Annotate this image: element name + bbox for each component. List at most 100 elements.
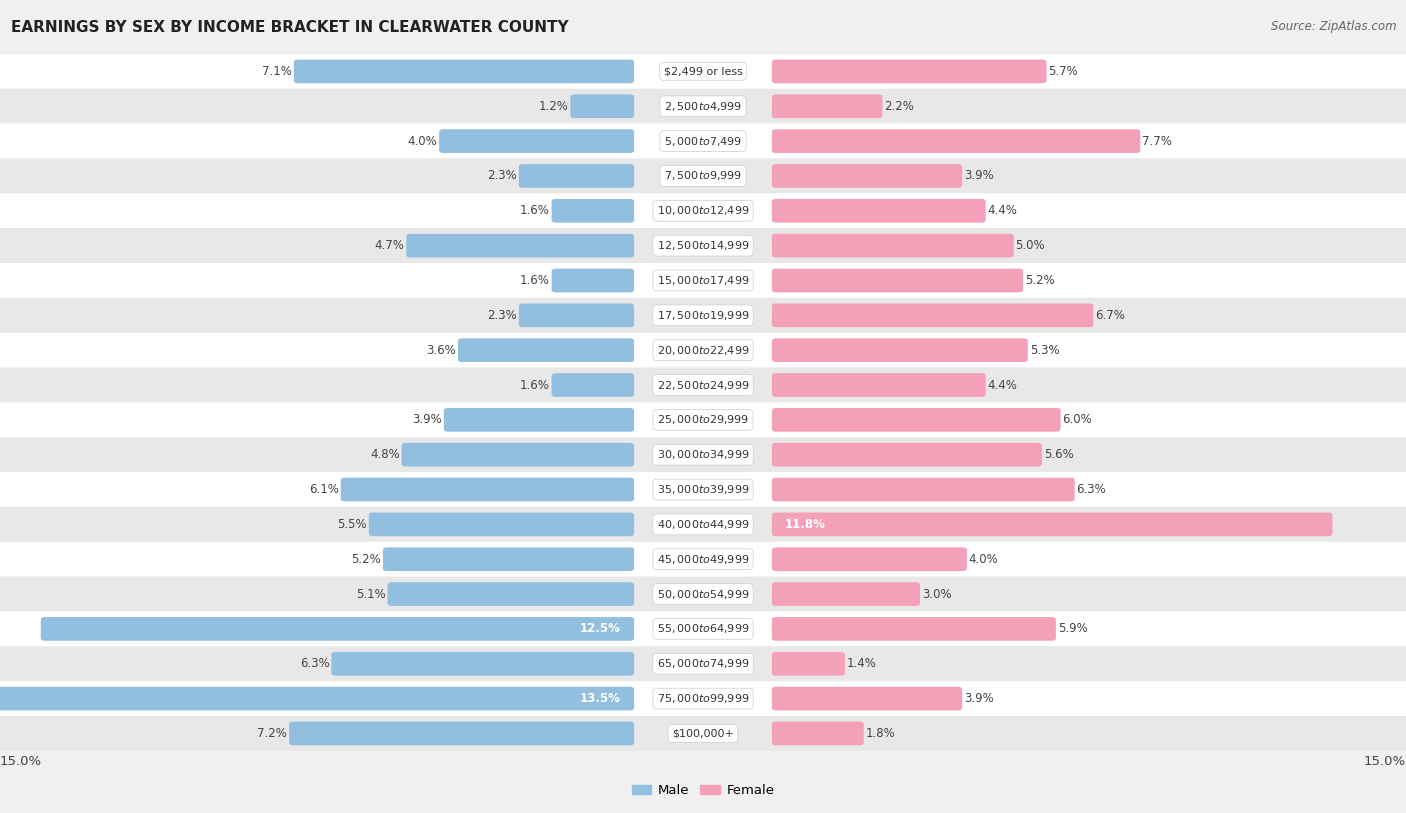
Text: $65,000 to $74,999: $65,000 to $74,999 bbox=[657, 657, 749, 670]
Text: 1.6%: 1.6% bbox=[520, 204, 550, 217]
Legend: Male, Female: Male, Female bbox=[626, 779, 780, 802]
Text: $100,000+: $100,000+ bbox=[672, 728, 734, 738]
FancyBboxPatch shape bbox=[41, 617, 634, 641]
Text: $5,000 to $7,499: $5,000 to $7,499 bbox=[664, 135, 742, 148]
Text: $25,000 to $29,999: $25,000 to $29,999 bbox=[657, 413, 749, 426]
Text: 5.0%: 5.0% bbox=[1015, 239, 1045, 252]
FancyBboxPatch shape bbox=[551, 268, 634, 293]
Text: 1.2%: 1.2% bbox=[538, 100, 568, 113]
FancyBboxPatch shape bbox=[332, 652, 634, 676]
FancyBboxPatch shape bbox=[368, 512, 634, 537]
Text: 3.9%: 3.9% bbox=[412, 413, 441, 426]
Text: 6.3%: 6.3% bbox=[299, 657, 329, 670]
FancyBboxPatch shape bbox=[551, 199, 634, 223]
Text: 4.0%: 4.0% bbox=[408, 135, 437, 148]
FancyBboxPatch shape bbox=[0, 54, 1406, 89]
FancyBboxPatch shape bbox=[458, 338, 634, 362]
Text: Source: ZipAtlas.com: Source: ZipAtlas.com bbox=[1271, 20, 1396, 33]
Text: 6.7%: 6.7% bbox=[1095, 309, 1125, 322]
FancyBboxPatch shape bbox=[0, 124, 1406, 159]
FancyBboxPatch shape bbox=[0, 646, 1406, 681]
Text: 4.8%: 4.8% bbox=[370, 448, 399, 461]
FancyBboxPatch shape bbox=[772, 617, 1056, 641]
FancyBboxPatch shape bbox=[772, 234, 1014, 258]
FancyBboxPatch shape bbox=[0, 402, 1406, 437]
FancyBboxPatch shape bbox=[0, 716, 1406, 751]
Text: $20,000 to $22,499: $20,000 to $22,499 bbox=[657, 344, 749, 357]
Text: $10,000 to $12,499: $10,000 to $12,499 bbox=[657, 204, 749, 217]
Text: 3.6%: 3.6% bbox=[426, 344, 456, 357]
Text: 4.7%: 4.7% bbox=[374, 239, 405, 252]
FancyBboxPatch shape bbox=[444, 408, 634, 432]
Text: 15.0%: 15.0% bbox=[1364, 755, 1406, 768]
Text: $2,500 to $4,999: $2,500 to $4,999 bbox=[664, 100, 742, 113]
Text: 11.8%: 11.8% bbox=[785, 518, 825, 531]
FancyBboxPatch shape bbox=[772, 164, 962, 188]
FancyBboxPatch shape bbox=[388, 582, 634, 606]
FancyBboxPatch shape bbox=[772, 338, 1028, 362]
Text: $30,000 to $34,999: $30,000 to $34,999 bbox=[657, 448, 749, 461]
FancyBboxPatch shape bbox=[772, 722, 863, 746]
FancyBboxPatch shape bbox=[551, 373, 634, 397]
FancyBboxPatch shape bbox=[519, 303, 634, 327]
FancyBboxPatch shape bbox=[406, 234, 634, 258]
Text: $15,000 to $17,499: $15,000 to $17,499 bbox=[657, 274, 749, 287]
FancyBboxPatch shape bbox=[772, 59, 1046, 83]
Text: 5.1%: 5.1% bbox=[356, 588, 385, 601]
FancyBboxPatch shape bbox=[571, 94, 634, 118]
FancyBboxPatch shape bbox=[0, 193, 1406, 228]
Text: 1.4%: 1.4% bbox=[846, 657, 877, 670]
Text: 4.4%: 4.4% bbox=[987, 204, 1018, 217]
FancyBboxPatch shape bbox=[772, 687, 962, 711]
Text: 6.1%: 6.1% bbox=[309, 483, 339, 496]
FancyBboxPatch shape bbox=[772, 303, 1094, 327]
FancyBboxPatch shape bbox=[382, 547, 634, 571]
Text: 12.5%: 12.5% bbox=[581, 623, 621, 636]
Text: 2.3%: 2.3% bbox=[488, 309, 517, 322]
Text: 5.2%: 5.2% bbox=[1025, 274, 1054, 287]
FancyBboxPatch shape bbox=[772, 268, 1024, 293]
Text: $7,500 to $9,999: $7,500 to $9,999 bbox=[664, 169, 742, 182]
Text: 7.2%: 7.2% bbox=[257, 727, 287, 740]
FancyBboxPatch shape bbox=[0, 333, 1406, 367]
FancyBboxPatch shape bbox=[0, 687, 634, 711]
Text: 3.0%: 3.0% bbox=[922, 588, 952, 601]
Text: $12,500 to $14,999: $12,500 to $14,999 bbox=[657, 239, 749, 252]
FancyBboxPatch shape bbox=[402, 443, 634, 467]
FancyBboxPatch shape bbox=[340, 478, 634, 502]
FancyBboxPatch shape bbox=[0, 263, 1406, 298]
FancyBboxPatch shape bbox=[772, 512, 1333, 537]
FancyBboxPatch shape bbox=[772, 652, 845, 676]
Text: 5.5%: 5.5% bbox=[337, 518, 367, 531]
FancyBboxPatch shape bbox=[0, 507, 1406, 541]
FancyBboxPatch shape bbox=[772, 547, 967, 571]
Text: 7.7%: 7.7% bbox=[1142, 135, 1173, 148]
Text: 1.6%: 1.6% bbox=[520, 274, 550, 287]
FancyBboxPatch shape bbox=[0, 437, 1406, 472]
Text: 6.0%: 6.0% bbox=[1063, 413, 1092, 426]
Text: $55,000 to $64,999: $55,000 to $64,999 bbox=[657, 623, 749, 636]
Text: 4.4%: 4.4% bbox=[987, 379, 1018, 392]
Text: 3.9%: 3.9% bbox=[965, 692, 994, 705]
FancyBboxPatch shape bbox=[0, 681, 1406, 716]
Text: EARNINGS BY SEX BY INCOME BRACKET IN CLEARWATER COUNTY: EARNINGS BY SEX BY INCOME BRACKET IN CLE… bbox=[11, 20, 569, 35]
Text: $22,500 to $24,999: $22,500 to $24,999 bbox=[657, 379, 749, 392]
Text: 15.0%: 15.0% bbox=[0, 755, 42, 768]
FancyBboxPatch shape bbox=[0, 159, 1406, 193]
FancyBboxPatch shape bbox=[772, 582, 920, 606]
FancyBboxPatch shape bbox=[0, 89, 1406, 124]
Text: $50,000 to $54,999: $50,000 to $54,999 bbox=[657, 588, 749, 601]
Text: 5.7%: 5.7% bbox=[1049, 65, 1078, 78]
Text: $2,499 or less: $2,499 or less bbox=[664, 67, 742, 76]
Text: 5.6%: 5.6% bbox=[1043, 448, 1073, 461]
FancyBboxPatch shape bbox=[772, 129, 1140, 153]
Text: 13.5%: 13.5% bbox=[581, 692, 621, 705]
Text: 5.9%: 5.9% bbox=[1057, 623, 1087, 636]
FancyBboxPatch shape bbox=[772, 94, 883, 118]
FancyBboxPatch shape bbox=[772, 408, 1060, 432]
FancyBboxPatch shape bbox=[772, 373, 986, 397]
Text: 7.1%: 7.1% bbox=[262, 65, 292, 78]
FancyBboxPatch shape bbox=[0, 228, 1406, 263]
Text: $40,000 to $44,999: $40,000 to $44,999 bbox=[657, 518, 749, 531]
Text: 3.9%: 3.9% bbox=[965, 169, 994, 182]
